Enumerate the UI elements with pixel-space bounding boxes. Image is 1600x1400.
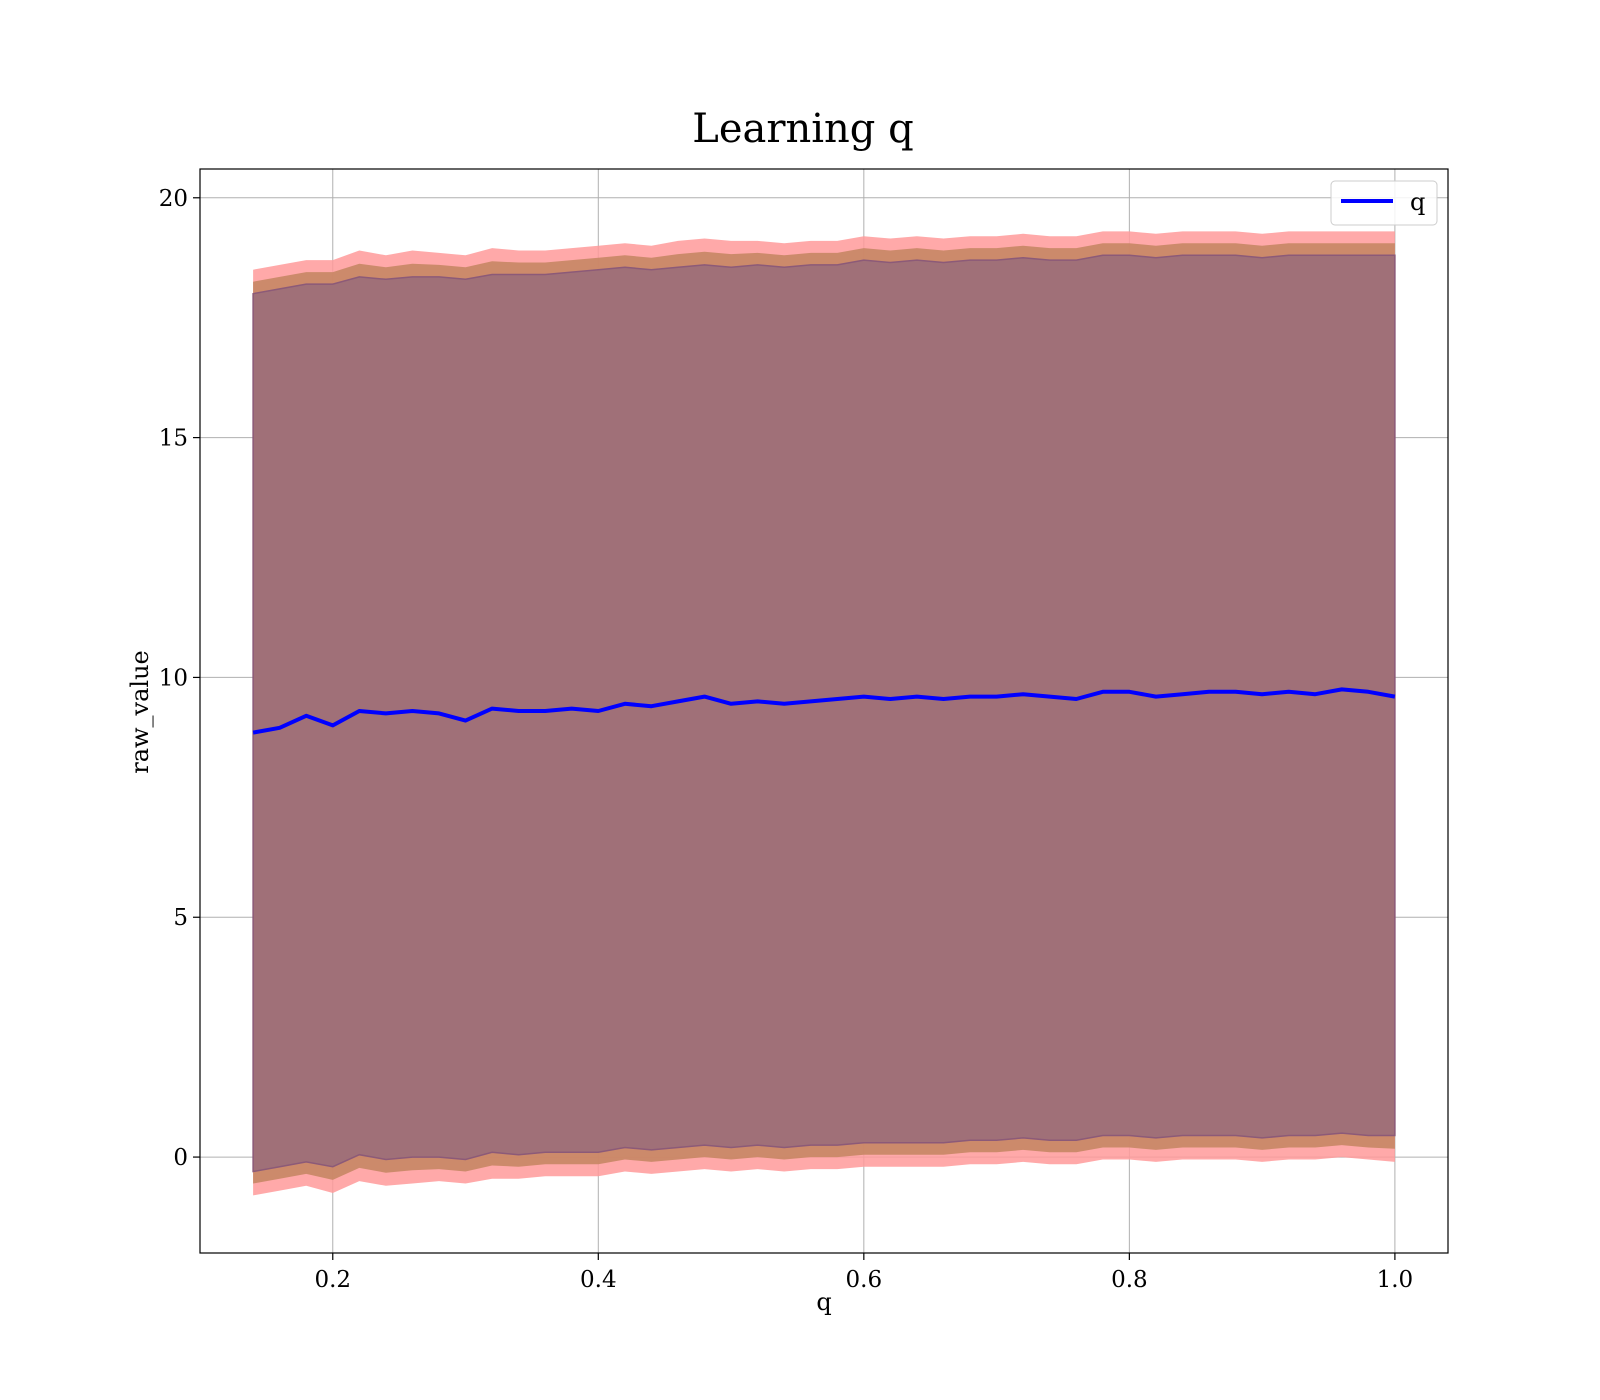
x-tick-label: 0.4: [580, 1267, 617, 1293]
y-tick-label: 5: [173, 905, 188, 931]
confidence-bands: [252, 231, 1396, 1196]
x-tick-label: 1.0: [1377, 1267, 1414, 1293]
x-axis-label: q: [816, 1288, 831, 1316]
plot-frame: [199, 168, 1449, 1254]
axis-ticks: 0.2 0.4 0.6 0.8 1.0 0 5 10 15 20: [159, 186, 1413, 1293]
x-tick-label: 0.6: [846, 1267, 883, 1293]
y-tick-label: 15: [159, 426, 188, 452]
legend-entry-q: q: [1410, 188, 1425, 216]
y-tick-label: 0: [173, 1145, 188, 1171]
band-inner: [252, 254, 1396, 1173]
legend: q: [1330, 180, 1438, 226]
y-tick-label: 10: [159, 665, 188, 691]
x-tick-label: 0.8: [1111, 1267, 1148, 1293]
series-line-layer: [252, 687, 1396, 735]
series-line-q: [252, 687, 1396, 735]
x-tick-label: 0.2: [314, 1267, 351, 1293]
y-axis-label: raw_value: [126, 650, 154, 774]
chart-title: Learning q: [692, 106, 913, 152]
y-tick-label: 20: [159, 186, 188, 212]
